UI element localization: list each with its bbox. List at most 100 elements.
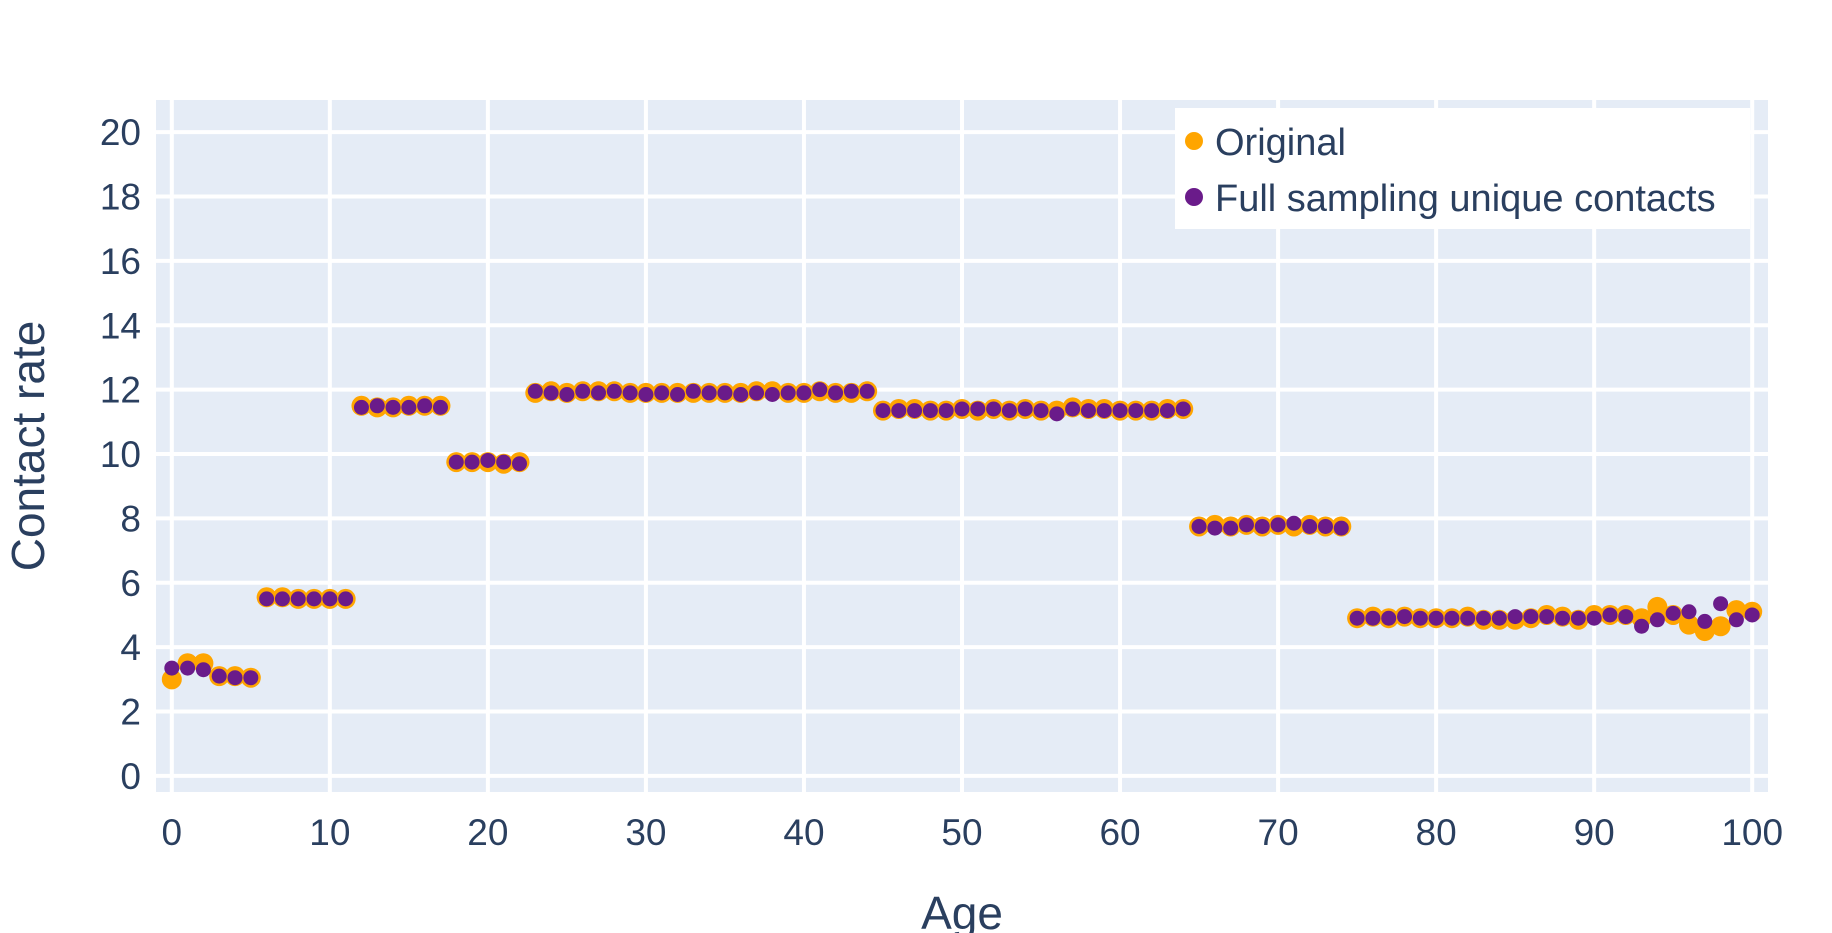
full-sampling-point[interactable] [1539, 609, 1555, 625]
full-sampling-point[interactable] [986, 401, 1002, 417]
full-sampling-point[interactable] [1744, 607, 1760, 623]
full-sampling-point[interactable] [448, 454, 464, 470]
full-sampling-point[interactable] [1428, 610, 1444, 626]
full-sampling-point[interactable] [464, 454, 480, 470]
full-sampling-point[interactable] [322, 591, 338, 607]
full-sampling-point[interactable] [1681, 604, 1697, 620]
full-sampling-point[interactable] [1365, 610, 1381, 626]
original-point[interactable] [1710, 616, 1731, 637]
full-sampling-point[interactable] [1412, 610, 1428, 626]
full-sampling-point[interactable] [733, 387, 749, 403]
full-sampling-point[interactable] [543, 385, 559, 401]
full-sampling-point[interactable] [1333, 520, 1349, 536]
full-sampling-point[interactable] [701, 385, 717, 401]
full-sampling-point[interactable] [180, 660, 196, 676]
full-sampling-point[interactable] [338, 591, 354, 607]
full-sampling-point[interactable] [891, 403, 907, 419]
full-sampling-point[interactable] [622, 385, 638, 401]
full-sampling-point[interactable] [401, 399, 417, 415]
full-sampling-point[interactable] [1207, 520, 1223, 536]
full-sampling-point[interactable] [859, 383, 875, 399]
full-sampling-point[interactable] [1618, 609, 1634, 625]
full-sampling-point[interactable] [1286, 515, 1302, 531]
full-sampling-point[interactable] [1317, 518, 1333, 534]
full-sampling-point[interactable] [274, 591, 290, 607]
full-sampling-point[interactable] [606, 383, 622, 399]
full-sampling-point[interactable] [369, 398, 385, 414]
full-sampling-point[interactable] [717, 385, 733, 401]
full-sampling-point[interactable] [1238, 517, 1254, 533]
full-sampling-point[interactable] [1476, 610, 1492, 626]
full-sampling-point[interactable] [385, 399, 401, 415]
full-sampling-point[interactable] [575, 383, 591, 399]
full-sampling-point[interactable] [290, 591, 306, 607]
full-sampling-point[interactable] [353, 399, 369, 415]
full-sampling-point[interactable] [1065, 401, 1081, 417]
full-sampling-point[interactable] [1112, 403, 1128, 419]
full-sampling-point[interactable] [764, 387, 780, 403]
full-sampling-point[interactable] [195, 662, 211, 678]
full-sampling-point[interactable] [1713, 596, 1729, 612]
full-sampling-point[interactable] [211, 668, 227, 684]
original-point[interactable] [1678, 614, 1699, 635]
full-sampling-point[interactable] [670, 387, 686, 403]
full-sampling-point[interactable] [654, 385, 670, 401]
full-sampling-point[interactable] [1665, 605, 1681, 621]
full-sampling-point[interactable] [1223, 520, 1239, 536]
full-sampling-point[interactable] [1175, 401, 1191, 417]
full-sampling-point[interactable] [164, 660, 180, 676]
full-sampling-point[interactable] [875, 403, 891, 419]
full-sampling-point[interactable] [828, 385, 844, 401]
full-sampling-point[interactable] [1017, 401, 1033, 417]
full-sampling-point[interactable] [1570, 610, 1586, 626]
legend[interactable]: Original Full sampling unique contacts [1175, 108, 1750, 229]
full-sampling-point[interactable] [1507, 609, 1523, 625]
full-sampling-point[interactable] [527, 383, 543, 399]
full-sampling-point[interactable] [843, 383, 859, 399]
full-sampling-point[interactable] [1649, 612, 1665, 628]
legend-label-full-sampling[interactable]: Full sampling unique contacts [1215, 178, 1716, 220]
full-sampling-point[interactable] [1033, 403, 1049, 419]
full-sampling-point[interactable] [432, 399, 448, 415]
full-sampling-point[interactable] [970, 401, 986, 417]
full-sampling-point[interactable] [1349, 610, 1365, 626]
full-sampling-point[interactable] [1444, 610, 1460, 626]
full-sampling-point[interactable] [954, 401, 970, 417]
full-sampling-point[interactable] [1270, 517, 1286, 533]
full-sampling-point[interactable] [1049, 406, 1065, 422]
full-sampling-point[interactable] [243, 670, 259, 686]
full-sampling-point[interactable] [1555, 610, 1571, 626]
full-sampling-point[interactable] [559, 387, 575, 403]
full-sampling-point[interactable] [907, 403, 923, 419]
full-sampling-point[interactable] [1634, 618, 1650, 634]
full-sampling-point[interactable] [685, 383, 701, 399]
full-sampling-point[interactable] [780, 385, 796, 401]
full-sampling-point[interactable] [1397, 609, 1413, 625]
full-sampling-point[interactable] [417, 398, 433, 414]
full-sampling-point[interactable] [1586, 610, 1602, 626]
full-sampling-point[interactable] [638, 387, 654, 403]
full-sampling-point[interactable] [749, 385, 765, 401]
full-sampling-point[interactable] [1128, 403, 1144, 419]
full-sampling-point[interactable] [1080, 403, 1096, 419]
full-sampling-point[interactable] [1302, 518, 1318, 534]
full-sampling-point[interactable] [1602, 607, 1618, 623]
full-sampling-point[interactable] [511, 456, 527, 472]
full-sampling-point[interactable] [259, 591, 275, 607]
full-sampling-point[interactable] [812, 382, 828, 398]
full-sampling-point[interactable] [591, 385, 607, 401]
original-point[interactable] [1647, 596, 1668, 617]
full-sampling-point[interactable] [227, 670, 243, 686]
full-sampling-point[interactable] [1728, 612, 1744, 628]
full-sampling-point[interactable] [1381, 610, 1397, 626]
legend-label-original[interactable]: Original [1215, 122, 1346, 164]
full-sampling-point[interactable] [306, 591, 322, 607]
full-sampling-point[interactable] [496, 454, 512, 470]
full-sampling-point[interactable] [1697, 613, 1713, 629]
full-sampling-point[interactable] [1001, 403, 1017, 419]
full-sampling-point[interactable] [1096, 403, 1112, 419]
full-sampling-point[interactable] [480, 452, 496, 468]
full-sampling-point[interactable] [938, 403, 954, 419]
full-sampling-point[interactable] [1191, 518, 1207, 534]
full-sampling-point[interactable] [1460, 610, 1476, 626]
